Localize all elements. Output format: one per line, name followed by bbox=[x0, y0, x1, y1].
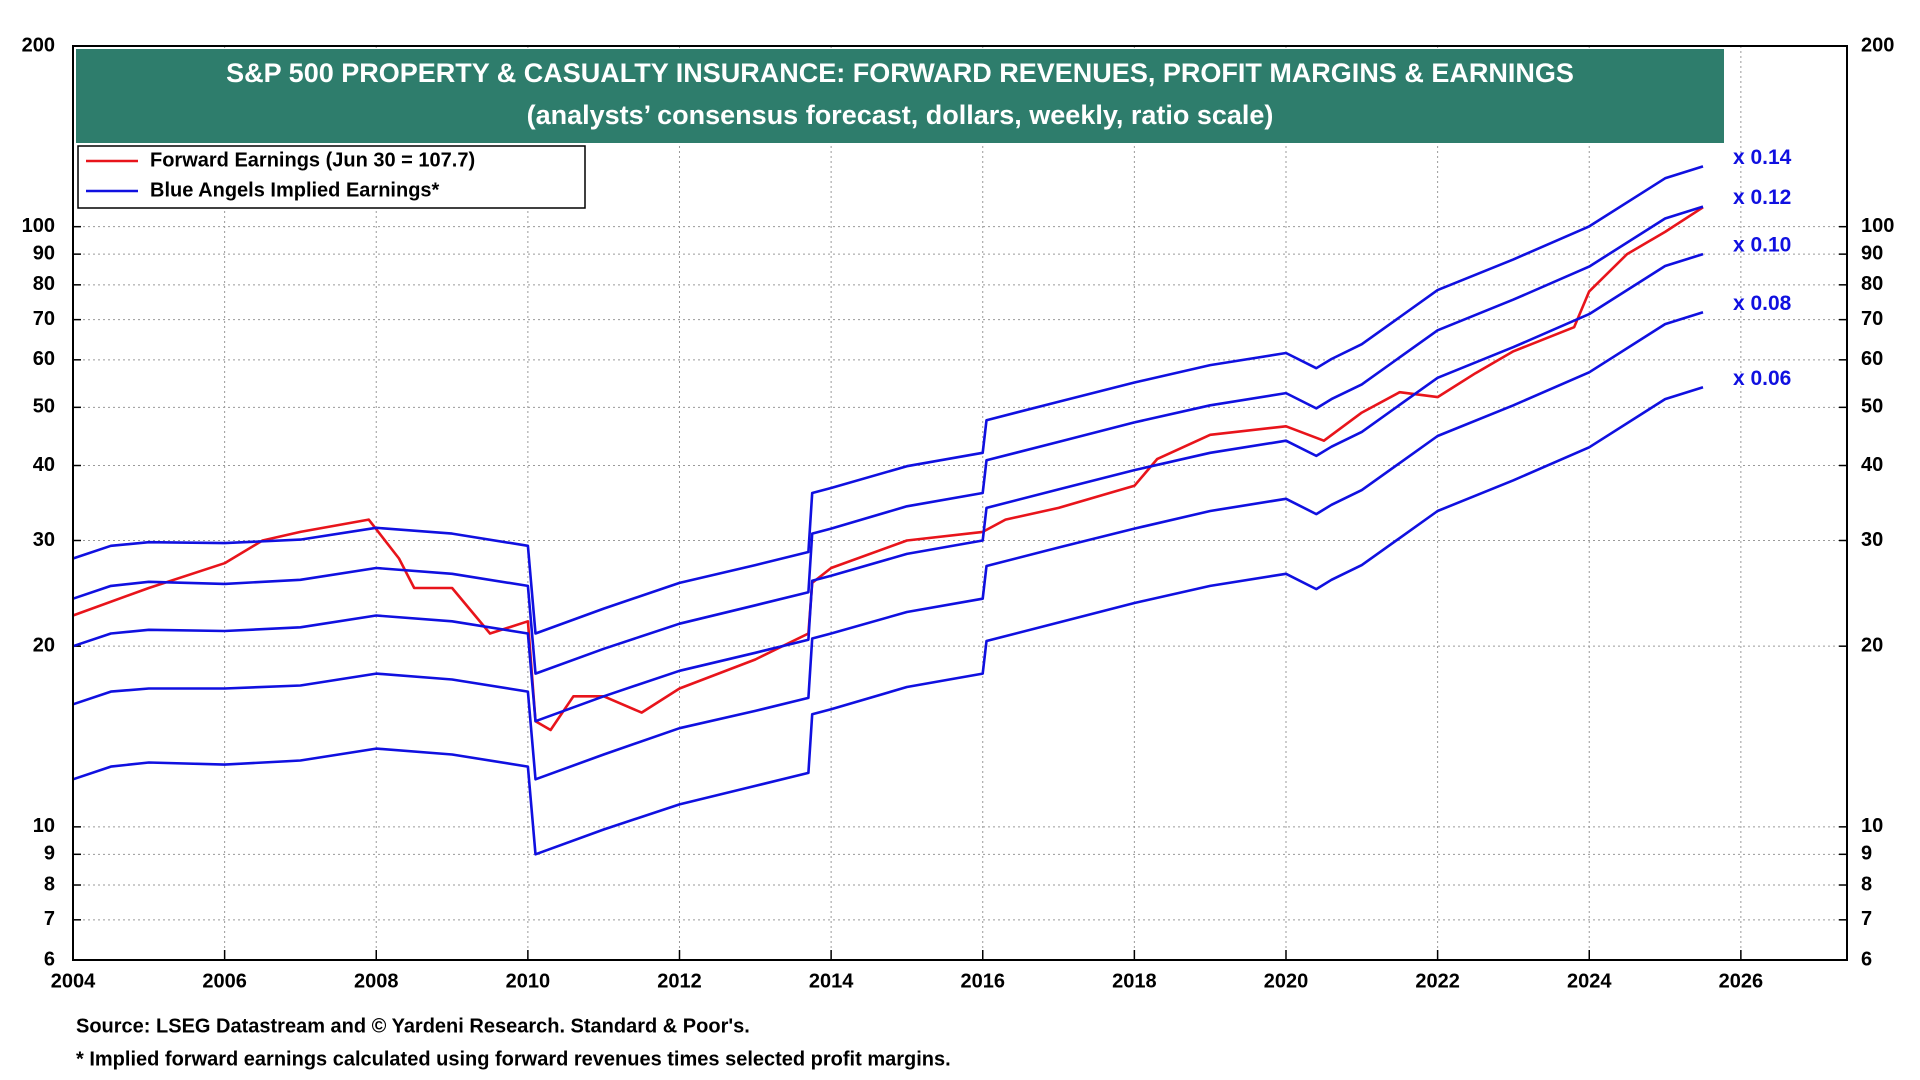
y-tick-label: 30 bbox=[33, 529, 55, 551]
grid bbox=[72, 45, 1847, 961]
y2-tick-label: 50 bbox=[1861, 396, 1883, 418]
series-line bbox=[72, 165, 1704, 635]
y-tick-label: 6 bbox=[44, 948, 55, 970]
x-tick-label: 2012 bbox=[657, 970, 702, 992]
series-line bbox=[72, 206, 1704, 732]
x-tick-label: 2004 bbox=[51, 970, 96, 992]
y2-tick-label: 70 bbox=[1861, 308, 1883, 330]
y2-tick-label: 7 bbox=[1861, 908, 1872, 930]
x-tick-label: 2018 bbox=[1112, 970, 1157, 992]
y-tick-label: 100 bbox=[22, 215, 55, 237]
x-tick-label: 2024 bbox=[1567, 970, 1612, 992]
y-tick-label: 10 bbox=[33, 815, 55, 837]
y2-tick-label: 8 bbox=[1861, 873, 1872, 895]
x-tick-label: 2014 bbox=[809, 970, 854, 992]
series-line bbox=[72, 311, 1704, 781]
y-tick-label: 200 bbox=[22, 34, 55, 56]
x-tick-label: 2006 bbox=[202, 970, 247, 992]
y-tick-label: 70 bbox=[33, 308, 55, 330]
y2-tick-label: 9 bbox=[1861, 843, 1872, 865]
y-tick-label: 80 bbox=[33, 273, 55, 295]
chart-title: S&P 500 PROPERTY & CASUALTY INSURANCE: F… bbox=[226, 58, 1574, 88]
y2-tick-label: 6 bbox=[1861, 948, 1872, 970]
x-tick-label: 2022 bbox=[1415, 970, 1460, 992]
series-annotation: x 0.10 bbox=[1733, 234, 1791, 257]
chart-subtitle: (analysts’ consensus forecast, dollars, … bbox=[527, 100, 1274, 130]
series-annotation: x 0.12 bbox=[1733, 186, 1791, 209]
y-tick-label: 50 bbox=[33, 396, 55, 418]
y-tick-label: 7 bbox=[44, 908, 55, 930]
legend: Forward Earnings (Jun 30 = 107.7) Blue An… bbox=[86, 149, 475, 201]
x-tick-label: 2010 bbox=[506, 970, 551, 992]
y2-tick-label: 80 bbox=[1861, 273, 1883, 295]
series-annotation: x 0.14 bbox=[1733, 146, 1792, 169]
y-tick-label: 8 bbox=[44, 873, 55, 895]
x-tick-label: 2008 bbox=[354, 970, 399, 992]
y2-tick-label: 20 bbox=[1861, 634, 1883, 656]
y2-tick-label: 90 bbox=[1861, 242, 1883, 264]
title-box bbox=[76, 49, 1724, 143]
lines bbox=[72, 165, 1704, 856]
series-annotation: x 0.08 bbox=[1733, 292, 1792, 315]
y-tick-label: 60 bbox=[33, 348, 55, 370]
y2-tick-label: 10 bbox=[1861, 815, 1883, 837]
plot-frame bbox=[72, 45, 1848, 961]
y-tick-label: 40 bbox=[33, 454, 55, 476]
y2-tick-label: 30 bbox=[1861, 529, 1883, 551]
series-annotation: x 0.06 bbox=[1733, 367, 1791, 390]
y2-tick-label: 100 bbox=[1861, 215, 1894, 237]
series-line bbox=[72, 386, 1704, 856]
x-tick-label: 2026 bbox=[1719, 970, 1764, 992]
legend-label: Forward Earnings (Jun 30 = 107.7) bbox=[150, 149, 475, 171]
series-line bbox=[72, 205, 1704, 675]
source: Source: LSEG Datastream and © Yardeni Re… bbox=[76, 1015, 750, 1037]
y2-tick-label: 40 bbox=[1861, 454, 1883, 476]
y2-tick-label: 60 bbox=[1861, 348, 1883, 370]
y2-tick-label: 200 bbox=[1861, 34, 1894, 56]
legend-box bbox=[77, 145, 586, 209]
x-tick-label: 2016 bbox=[960, 970, 1005, 992]
y-tick-label: 9 bbox=[44, 843, 55, 865]
y-tick-label: 20 bbox=[33, 634, 55, 656]
footnote: * Implied forward earnings calculated us… bbox=[76, 1048, 951, 1070]
legend-label: Blue Angels Implied Earnings* bbox=[150, 179, 440, 201]
x-tick-label: 2020 bbox=[1264, 970, 1309, 992]
series-line bbox=[72, 252, 1704, 723]
y-tick-label: 90 bbox=[33, 242, 55, 264]
